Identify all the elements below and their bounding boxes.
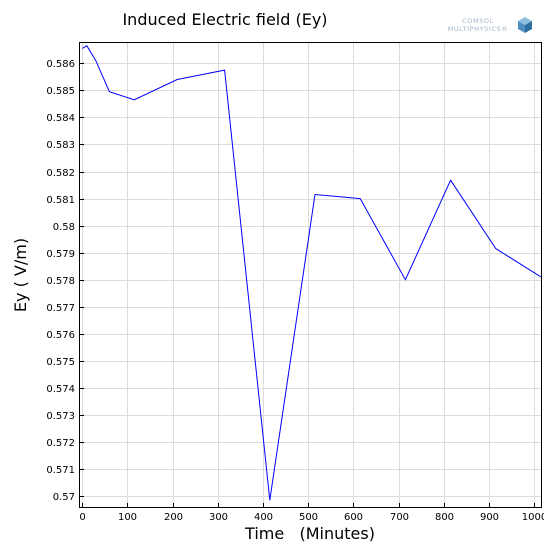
x-tick-label: 100 bbox=[118, 512, 137, 523]
axis-ticks bbox=[80, 63, 535, 507]
x-tick-label: 600 bbox=[344, 512, 363, 523]
x-tick-label: 800 bbox=[435, 512, 454, 523]
y-tick-label: 0.583 bbox=[46, 140, 75, 151]
y-tick-label: 0.581 bbox=[46, 195, 75, 206]
y-tick-label: 0.572 bbox=[46, 438, 75, 449]
plot-frame bbox=[79, 42, 542, 508]
y-tick-label: 0.578 bbox=[46, 276, 75, 287]
y-axis-title: Ey ( V/m) bbox=[11, 238, 30, 312]
y-tick-label: 0.577 bbox=[46, 303, 75, 314]
x-axis-title: Time (Minutes) bbox=[244, 524, 375, 543]
y-tick-label: 0.582 bbox=[46, 168, 75, 179]
logo-line-2: MULTIPHYSICS® bbox=[448, 25, 509, 33]
y-tick-labels: 0.57 0.571 0.572 0.573 0.574 0.575 0.576 0.577 0… bbox=[46, 59, 75, 503]
y-tick-label: 0.576 bbox=[46, 330, 75, 341]
x-tick-label: 200 bbox=[164, 512, 183, 523]
comsol-logo: COMSOL MULTIPHYSICS® bbox=[448, 17, 532, 33]
chart-title: Induced Electric field (Ey) bbox=[122, 10, 327, 29]
y-tick-label: 0.586 bbox=[46, 59, 75, 70]
y-tick-label: 0.575 bbox=[46, 357, 75, 368]
y-tick-label: 0.573 bbox=[46, 411, 75, 422]
logo-line-1: COMSOL bbox=[462, 17, 494, 25]
x-tick-label: 900 bbox=[480, 512, 499, 523]
y-tick-label: 0.584 bbox=[46, 113, 75, 124]
y-tick-label: 0.571 bbox=[46, 465, 75, 476]
comsol-cube-icon bbox=[518, 17, 532, 33]
x-tick-label: 300 bbox=[209, 512, 228, 523]
x-tick-label: 500 bbox=[299, 512, 318, 523]
y-tick-label: 0.574 bbox=[46, 384, 75, 395]
x-tick-label: 400 bbox=[254, 512, 273, 523]
x-tick-label: 0 bbox=[79, 512, 85, 523]
series-line bbox=[82, 45, 541, 501]
y-tick-label: 0.585 bbox=[46, 86, 75, 97]
x-tick-label: 700 bbox=[390, 512, 409, 523]
grid bbox=[80, 43, 541, 507]
series bbox=[82, 45, 541, 501]
y-tick-label: 0.579 bbox=[46, 249, 75, 260]
y-tick-label: 0.57 bbox=[53, 492, 75, 503]
y-tick-label: 0.58 bbox=[53, 222, 75, 233]
